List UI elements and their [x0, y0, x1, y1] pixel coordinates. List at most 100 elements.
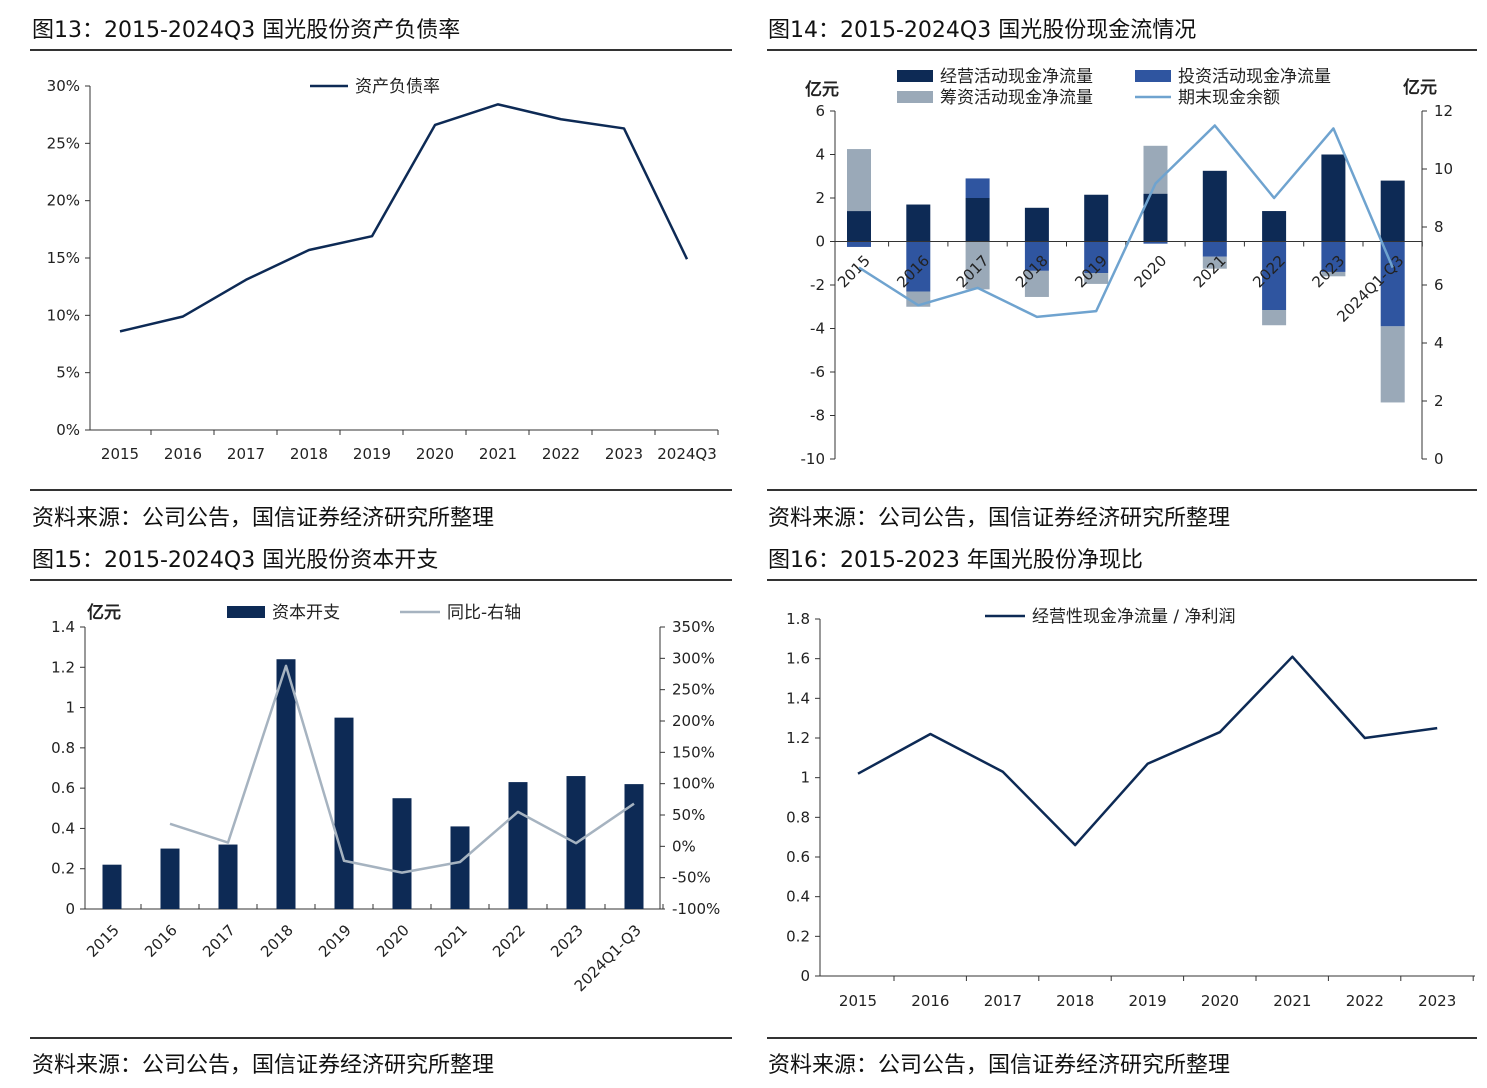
x-tick-label: 2019: [353, 445, 391, 463]
y-tick-label: 0.8: [51, 739, 75, 757]
divider: [30, 49, 732, 51]
x-tick-label: 2020: [1201, 992, 1239, 1010]
y-right-tick-label: 6: [1434, 276, 1444, 294]
divider: [767, 49, 1477, 51]
capex-bar: [450, 826, 470, 909]
bar-investing: [1262, 241, 1287, 311]
legend-label: 经营性现金净流量 / 净利润: [1032, 607, 1236, 627]
x-tick-label: 2015: [83, 921, 123, 961]
y-tick-label: -6: [810, 363, 825, 381]
left-unit-label: 亿元: [87, 602, 121, 623]
legend-label: 期末现金余额: [1178, 88, 1280, 108]
y-tick-label: 4: [815, 146, 825, 164]
x-tick-label: 2022: [542, 445, 580, 463]
capex-bar: [392, 798, 412, 909]
y-tick-label: 0.4: [786, 888, 810, 906]
capex-bar: [508, 782, 528, 909]
x-tick-label: 2018: [1056, 992, 1094, 1010]
x-tick-label: 2021: [479, 445, 517, 463]
y-tick-label: 20%: [47, 192, 80, 210]
source-note: 资料来源：公司公告，国信证券经济研究所整理: [768, 1053, 1231, 1078]
bar-investing: [1084, 241, 1109, 274]
bar-investing: [1202, 241, 1227, 257]
bar-operating: [1262, 211, 1287, 242]
y-tick-label: 0: [815, 233, 825, 251]
y-tick-label: 25%: [47, 134, 80, 152]
y-tick-label: 0.6: [51, 779, 75, 797]
legend-swatch: [897, 70, 933, 82]
debt-ratio-line: [119, 103, 689, 333]
y-right-tick-label: -100%: [672, 900, 720, 918]
capex-bar: [102, 864, 122, 909]
bar-investing: [1143, 241, 1168, 244]
bar-financing: [1143, 145, 1168, 194]
y-tick-label: 1.6: [786, 650, 810, 668]
bar-operating: [906, 204, 931, 242]
bar-investing: [847, 241, 871, 247]
x-tick-label: 2024Q3: [657, 445, 717, 463]
bar-investing: [1321, 241, 1346, 272]
divider: [767, 579, 1477, 581]
y-tick-label: 0.2: [51, 860, 75, 878]
y-tick-label: 0.4: [51, 819, 75, 837]
capex-bar: [334, 717, 354, 909]
x-tick-label: 2019: [315, 921, 355, 961]
y-tick-label: 1: [800, 769, 810, 787]
y-tick-label: 0: [65, 900, 75, 918]
chart15-title: 图15：2015-2024Q3 国光股份资本开支: [32, 548, 439, 573]
source-note: 资料来源：公司公告，国信证券经济研究所整理: [768, 506, 1231, 531]
y-right-tick-label: 150%: [672, 743, 715, 761]
x-tick-label: 2015: [101, 445, 139, 463]
capex-bar: [624, 784, 644, 909]
bar-investing: [906, 241, 931, 292]
y-tick-label: 1.2: [51, 658, 75, 676]
y-tick-label: 30%: [47, 77, 80, 95]
y-tick-label: -2: [810, 276, 825, 294]
x-tick-label: 2015: [839, 992, 877, 1010]
legend-label: 筹资活动现金净流量: [940, 88, 1093, 108]
left-unit-label: 亿元: [805, 79, 839, 100]
y-right-tick-label: 350%: [672, 618, 715, 636]
y-tick-label: 1.2: [786, 729, 810, 747]
bar-investing: [965, 178, 990, 198]
y-right-tick-label: 10: [1434, 160, 1453, 178]
y-tick-label: -4: [810, 320, 825, 338]
x-tick-label: 2022: [1346, 992, 1384, 1010]
y-tick-label: 0%: [56, 421, 80, 439]
x-tick-label: 2018: [257, 921, 297, 961]
bar-operating: [1024, 207, 1049, 242]
y-tick-label: 1.8: [786, 610, 810, 628]
x-tick-label: 2021: [1273, 992, 1311, 1010]
legend-label: 资产负债率: [355, 77, 440, 97]
legend-label: 投资活动现金净流量: [1178, 67, 1331, 87]
legend-label: 同比-右轴: [447, 603, 521, 623]
x-tick-label: 2018: [290, 445, 328, 463]
bar-operating: [965, 198, 990, 242]
x-tick-label: 2017: [984, 992, 1022, 1010]
bar-investing: [1380, 241, 1405, 327]
bar-financing: [1321, 271, 1346, 277]
legend-label: 资本开支: [272, 603, 340, 623]
yoy-line: [169, 664, 635, 874]
y-tick-label: 2: [815, 189, 825, 207]
bar-financing: [1084, 273, 1109, 284]
divider: [30, 489, 732, 491]
chart16-title: 图16：2015-2023 年国光股份净现比: [768, 548, 1143, 573]
y-right-tick-label: 2: [1434, 392, 1444, 410]
capex-bar: [276, 659, 296, 909]
x-tick-label: 2016: [141, 921, 181, 961]
bar-operating: [1321, 154, 1346, 242]
x-tick-label: 2022: [489, 921, 529, 961]
y-tick-label: 0.2: [786, 927, 810, 945]
right-unit-label: 亿元: [1403, 77, 1437, 98]
bar-operating: [847, 211, 871, 242]
y-tick-label: 5%: [56, 364, 80, 382]
bar-operating: [1380, 180, 1405, 242]
bar-financing: [1202, 256, 1227, 269]
chart14-title: 图14：2015-2024Q3 国光股份现金流情况: [768, 18, 1197, 43]
legend-swatch: [897, 91, 933, 103]
y-right-tick-label: 4: [1434, 334, 1444, 352]
y-tick-label: 10%: [47, 306, 80, 324]
x-tick-label: 2021: [431, 921, 471, 961]
bar-financing: [1380, 326, 1405, 403]
